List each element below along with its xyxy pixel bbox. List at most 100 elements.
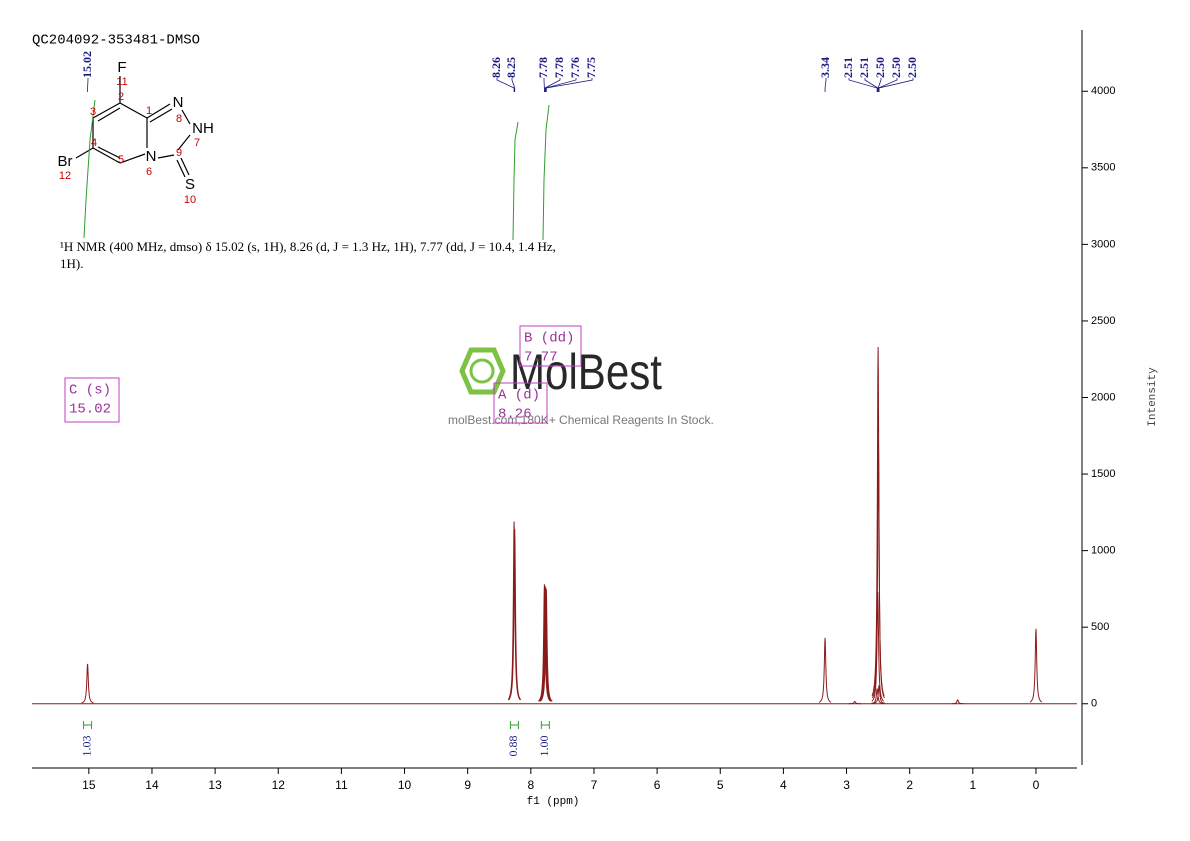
multiplet-label: A (d) bbox=[498, 388, 540, 404]
y-tick-label: 1000 bbox=[1091, 545, 1115, 557]
atom-label: NH bbox=[192, 120, 214, 137]
x-tick-label: 1 bbox=[969, 778, 976, 792]
atom-label: 3 bbox=[90, 106, 96, 118]
peak-label: 7.76 bbox=[568, 57, 582, 78]
watermark-shape bbox=[459, 347, 506, 395]
y-tick-label: 500 bbox=[1091, 621, 1109, 633]
x-tick-label: 6 bbox=[654, 778, 661, 792]
x-tick-label: 15 bbox=[82, 778, 96, 792]
atom-label: F bbox=[117, 59, 126, 76]
atom-label: 7 bbox=[194, 137, 200, 149]
multiplet-label: B (dd) bbox=[524, 331, 574, 347]
peak-label-connector bbox=[545, 78, 577, 92]
peak bbox=[81, 663, 94, 704]
peak bbox=[538, 585, 552, 702]
y-axis-label: Intensity bbox=[1147, 367, 1159, 427]
chart-title: QC204092-353481-DMSO bbox=[32, 33, 200, 49]
peak-label: 3.34 bbox=[818, 57, 832, 78]
atom-label: 6 bbox=[146, 166, 152, 178]
peak bbox=[951, 699, 964, 705]
x-tick-label: 5 bbox=[717, 778, 724, 792]
atom-label: 2 bbox=[118, 91, 124, 103]
x-axis-label: f1 (ppm) bbox=[527, 796, 580, 808]
atom-label: 12 bbox=[59, 170, 71, 182]
peak bbox=[539, 588, 553, 702]
peak-label: 2.50 bbox=[889, 57, 903, 78]
y-tick-label: 3500 bbox=[1091, 162, 1115, 174]
peak-label: 2.50 bbox=[873, 57, 887, 78]
peak bbox=[1029, 628, 1043, 703]
atom-label: 10 bbox=[184, 194, 196, 206]
integral-curves bbox=[83, 99, 550, 241]
y-tick-label: 0 bbox=[1091, 698, 1097, 710]
peak-label: 2.51 bbox=[857, 57, 871, 78]
peak bbox=[871, 440, 885, 699]
peak-label-connector bbox=[878, 78, 898, 92]
integral-label: 1.03 bbox=[79, 736, 93, 757]
atom-label: 8 bbox=[176, 113, 182, 125]
multiplet-shift: 7.77 bbox=[524, 350, 558, 366]
x-tick-label: 8 bbox=[527, 778, 534, 792]
peak-label-connector bbox=[878, 78, 914, 92]
peak-label-connector bbox=[544, 78, 561, 92]
watermark-icon bbox=[459, 347, 506, 395]
atom-label: 11 bbox=[116, 76, 127, 88]
peak bbox=[872, 685, 886, 704]
y-tick-label: 1500 bbox=[1091, 468, 1115, 480]
peak-label: 2.50 bbox=[905, 57, 919, 78]
peak-label-connector bbox=[496, 78, 515, 92]
description: 1H). bbox=[60, 256, 83, 271]
peak-label: 8.26 bbox=[489, 57, 503, 78]
x-tick-label: 12 bbox=[272, 778, 286, 792]
peak-label-connector bbox=[511, 78, 516, 92]
peak-label-connector bbox=[824, 78, 827, 92]
peak bbox=[508, 529, 522, 701]
peak-label: 8.25 bbox=[504, 57, 518, 78]
x-tick-label: 2 bbox=[906, 778, 913, 792]
integral-bracket bbox=[540, 721, 550, 729]
atom-label: N bbox=[173, 94, 184, 111]
multiplet-box bbox=[519, 325, 582, 367]
peak bbox=[507, 521, 521, 701]
peak bbox=[848, 700, 861, 705]
peak-label: 7.78 bbox=[536, 57, 550, 78]
x-tick-label: 0 bbox=[1033, 778, 1040, 792]
atom-label: S bbox=[185, 176, 195, 193]
multiplet-shift: 8.26 bbox=[498, 407, 532, 423]
atom-label: 4 bbox=[91, 137, 97, 149]
atom-label: N bbox=[146, 148, 157, 165]
integral-label: 0.88 bbox=[506, 736, 520, 757]
multiplet-label: C (s) bbox=[69, 383, 111, 399]
peak-label-connector bbox=[848, 78, 878, 92]
integral-bracket bbox=[509, 721, 519, 729]
watermark-shape bbox=[469, 358, 495, 384]
peak bbox=[539, 587, 552, 702]
watermark: MolBest bbox=[510, 344, 662, 400]
atom-label: 5 bbox=[118, 154, 124, 166]
peak-label: 2.51 bbox=[841, 57, 855, 78]
x-tick-label: 4 bbox=[780, 778, 787, 792]
atom-label: 9 bbox=[176, 147, 182, 159]
x-tick-label: 11 bbox=[335, 778, 348, 792]
integral-bracket bbox=[83, 721, 93, 729]
y-tick-label: 2000 bbox=[1091, 391, 1115, 403]
x-tick-label: 14 bbox=[145, 778, 159, 792]
y-tick-label: 4000 bbox=[1091, 85, 1115, 97]
atom-label: Br bbox=[58, 153, 73, 170]
multiplet-box bbox=[64, 377, 120, 423]
y-tick-label: 2500 bbox=[1091, 315, 1115, 327]
atom-label: 1 bbox=[146, 105, 152, 117]
peak-label-connector bbox=[545, 78, 593, 92]
peak bbox=[818, 637, 832, 703]
x-tick-label: 13 bbox=[208, 778, 222, 792]
peak-label: 7.75 bbox=[584, 57, 598, 78]
x-tick-label: 10 bbox=[398, 778, 412, 792]
x-tick-label: 7 bbox=[591, 778, 598, 792]
y-tick-label: 3000 bbox=[1091, 238, 1115, 250]
peak-label: 15.02 bbox=[80, 51, 94, 78]
x-tick-label: 9 bbox=[464, 778, 471, 792]
multiplet-box bbox=[493, 382, 548, 424]
watermark-sub: molBest.com,180K+ Chemical Reagents In S… bbox=[448, 413, 714, 427]
x-tick-label: 3 bbox=[843, 778, 850, 792]
